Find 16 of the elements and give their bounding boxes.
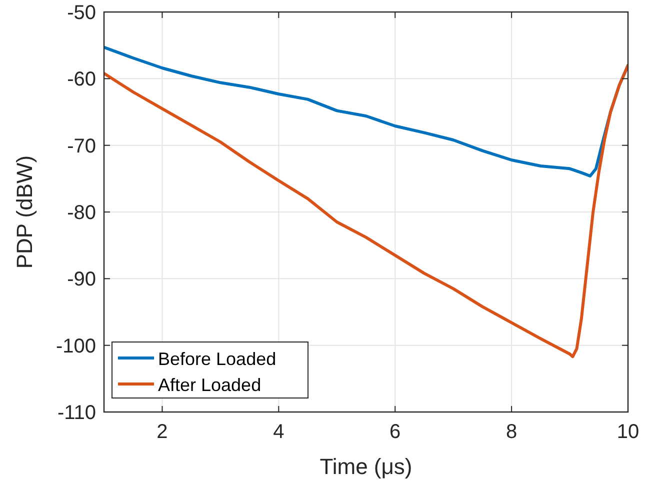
y-tick-label: -60 — [67, 68, 96, 91]
y-tick-label: -100 — [56, 335, 96, 358]
x-tick-label: 2 — [156, 421, 168, 443]
y-tick-label: -70 — [67, 135, 96, 158]
legend-label: Before Loaded — [158, 349, 276, 369]
y-tick-label: -110 — [57, 402, 96, 424]
x-tick-label: 8 — [506, 421, 518, 443]
legend-label: After Loaded — [158, 375, 262, 395]
x-tick-label: 10 — [616, 421, 640, 443]
y-axis-title: PDP (dBW) — [12, 155, 37, 269]
y-tick-label: -90 — [67, 268, 96, 291]
y-tick-label: -80 — [67, 202, 96, 224]
x-axis-title: Time (μs) — [320, 454, 412, 479]
y-tick-label: -50 — [67, 2, 96, 24]
x-tick-label: 6 — [390, 421, 401, 443]
x-tick-label: 4 — [273, 421, 284, 443]
